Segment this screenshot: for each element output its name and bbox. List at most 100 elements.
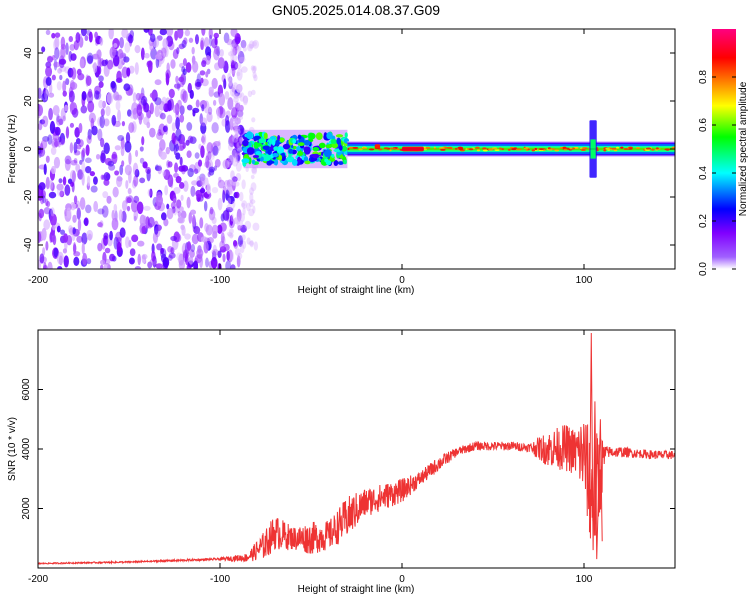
- heatmap-noise-cell: [50, 146, 57, 156]
- heatmap-noise-cell: [167, 99, 172, 112]
- heatmap-band-cell: [246, 147, 255, 155]
- heatmap-noise-cell: [156, 132, 164, 140]
- heatmap-noise-cell: [160, 212, 167, 221]
- heatmap-band-cell: [337, 161, 344, 165]
- heatmap-noise-cell: [70, 159, 78, 166]
- heatmap-noise-cell: [158, 123, 166, 136]
- heatmap-noise-cell: [222, 209, 230, 221]
- heatmap-noise-cell: [54, 47, 60, 60]
- heatmap-noise-cell: [82, 252, 88, 266]
- heatmap-noise-cell: [60, 47, 66, 59]
- heatmap-band-cell: [248, 142, 252, 148]
- heatmap-noise-cell: [200, 122, 207, 135]
- heatmap-noise-cell: [200, 145, 205, 159]
- heatmap-noise-cell: [167, 161, 173, 168]
- heatmap-noise-cell: [147, 188, 152, 197]
- heatmap-noise-cell: [186, 122, 193, 131]
- heatmap-noise-cell: [231, 122, 239, 133]
- heatmap-noise-cell: [43, 219, 51, 230]
- heatmap-noise-cell: [208, 86, 214, 93]
- colorbar: 0.0 0.2 0.4 0.6 0.8 Normalized spectral ampl…: [698, 29, 749, 276]
- heatmap-noise-cell: [126, 205, 131, 212]
- heatmap-band-cell: [312, 147, 320, 152]
- heatmap-noise-cell: [93, 176, 98, 185]
- heatmap-noise-cell: [252, 65, 257, 72]
- heatmap-band-cell: [288, 154, 292, 158]
- heatmap-noise-cell: [38, 104, 44, 117]
- heatmap-noise-cell: [85, 204, 92, 214]
- heatmap-noise-cell: [219, 49, 224, 57]
- heatmap-noise-cell: [109, 230, 113, 241]
- heatmap-noise-cell: [178, 165, 186, 172]
- heatmap-noise-cell: [194, 152, 200, 159]
- heatmap-noise-cell: [139, 177, 146, 184]
- heatmap-noise-cell: [86, 258, 92, 265]
- heatmap-noise-cell: [236, 255, 241, 268]
- heatmap-noise-cell: [52, 104, 60, 116]
- heatmap-noise-cell: [134, 44, 141, 54]
- heatmap-noise-cell: [86, 135, 92, 144]
- heatmap-noise-cell: [180, 194, 184, 201]
- heatmap-band-cell: [433, 146, 436, 149]
- heatmap-noise-cell: [174, 162, 179, 173]
- heatmap-noise-cell: [103, 258, 111, 265]
- heatmap-noise-cell: [212, 145, 219, 156]
- heatmap-noise-cell: [250, 182, 257, 192]
- heatmap-noise-cell: [220, 232, 225, 244]
- heatmap-noise-cell: [79, 58, 85, 69]
- heatmap-noise-cell: [246, 202, 251, 212]
- heatmap-noise-cell: [252, 205, 256, 214]
- heatmap-noise-cell: [205, 54, 211, 66]
- heatmap-noise-cell: [75, 163, 81, 173]
- heatmap-band-cell: [635, 146, 641, 149]
- heatmap-band-cell: [242, 139, 249, 147]
- heatmap-noise-cell: [247, 43, 253, 52]
- heatmap-band-cell: [348, 146, 354, 149]
- heatmap-noise-cell: [206, 183, 211, 195]
- heatmap-band-cell: [275, 139, 280, 147]
- heatmap-noise-cell: [232, 149, 237, 160]
- heatmap-noise-cell: [137, 240, 145, 247]
- heatmap-noise-cell: [86, 29, 91, 36]
- colorbar-tick-label: 0.0: [698, 262, 709, 276]
- heatmap-band-cell: [279, 137, 285, 142]
- heatmap-noise-cell: [38, 87, 42, 100]
- heatmap-band-cell: [268, 138, 273, 145]
- heatmap-noise-cell: [194, 34, 199, 45]
- heatmap-noise-cell: [212, 244, 217, 256]
- heatmap-noise-cell: [81, 242, 85, 255]
- heatmap-band-cell: [318, 142, 326, 149]
- heatmap-noise-cell: [240, 66, 248, 73]
- heatmap-noise-cell: [227, 183, 232, 192]
- heatmap-noise-cell: [242, 240, 247, 249]
- heatmap-noise-cell: [230, 29, 238, 38]
- heatmap-noise-cell: [232, 46, 238, 56]
- heatmap-noise-cell: [106, 195, 112, 204]
- heatmap-noise-cell: [230, 176, 237, 187]
- heatmap-noise-cell: [234, 191, 240, 199]
- heatmap-noise-cell: [51, 165, 57, 175]
- heatmap-noise-cell: [177, 215, 184, 224]
- heatmap-band-cell: [252, 154, 260, 159]
- heatmap-noise-cell: [119, 164, 124, 176]
- heatmap-noise-cell: [118, 209, 123, 222]
- heatmap-noise-cell: [246, 237, 251, 245]
- heatmap-noise-cell: [229, 207, 235, 212]
- heatmap-noise-cell: [56, 225, 61, 233]
- heatmap-noise-cell: [195, 81, 202, 88]
- heatmap-band-cell: [383, 147, 389, 150]
- heatmap-noise-cell: [231, 107, 238, 119]
- heatmap-noise-cell: [76, 68, 82, 76]
- heatmap-noise-cell: [112, 54, 120, 67]
- heatmap-noise-cell: [131, 179, 137, 189]
- heatmap-noise-cell: [201, 104, 205, 112]
- heatmap-noise-cell: [205, 257, 209, 268]
- heatmap-noise-cell: [178, 181, 185, 189]
- heatmap-noise-cell: [80, 105, 88, 114]
- heatmap-noise-cell: [139, 157, 145, 164]
- heatmap-noise-cell: [41, 227, 47, 241]
- heatmap-noise-cell: [47, 261, 53, 269]
- heatmap-noise-cell: [127, 34, 134, 44]
- heatmap-noise-cell: [119, 36, 124, 49]
- heatmap-noise-cell: [172, 194, 177, 204]
